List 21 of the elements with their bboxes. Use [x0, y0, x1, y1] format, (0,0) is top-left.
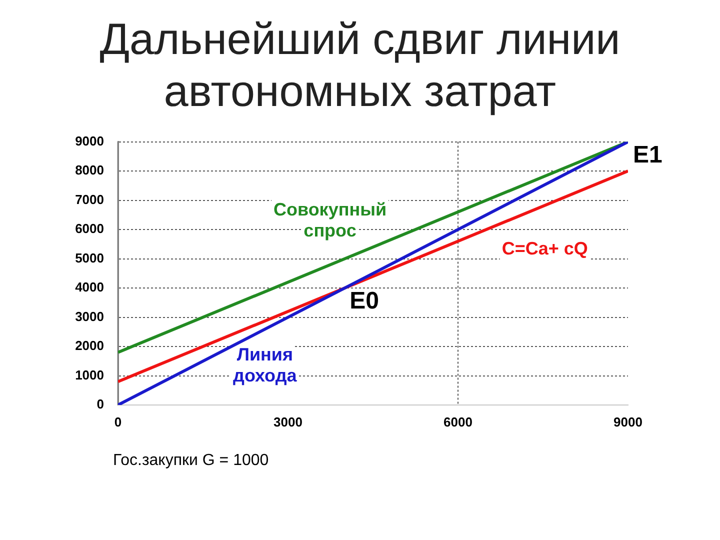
y-tick-label: 6000: [75, 221, 104, 236]
y-tick-label: 3000: [75, 308, 104, 324]
y-tick-label: 5000: [75, 250, 104, 266]
annotation: E0: [350, 288, 380, 315]
annotation: E1: [633, 141, 662, 168]
y-tick-label: 9000: [75, 133, 104, 148]
x-tick-label: 3000: [274, 414, 302, 430]
y-tick-label: 1000: [75, 367, 104, 382]
series-label: C=Ca+ cQ: [502, 238, 588, 258]
text: Гос.закупки G = 1000: [113, 452, 269, 470]
series-label: Совокупный спрос: [273, 199, 387, 240]
x-tick-label: 9000: [614, 414, 642, 430]
x-tick-label: 0: [114, 414, 122, 430]
y-tick-label: 7000: [75, 192, 104, 207]
y-tick-label: 2000: [75, 338, 104, 354]
series-label: Линия дохода: [233, 344, 298, 386]
y-tick-label: 8000: [75, 162, 104, 178]
y-tick-label: 0: [96, 396, 104, 412]
x-tick-label: 6000: [444, 414, 472, 430]
chart-title: Дальнейший сдвиг линии автономных затрат: [98, 14, 622, 118]
y-tick-label: 4000: [75, 280, 104, 295]
